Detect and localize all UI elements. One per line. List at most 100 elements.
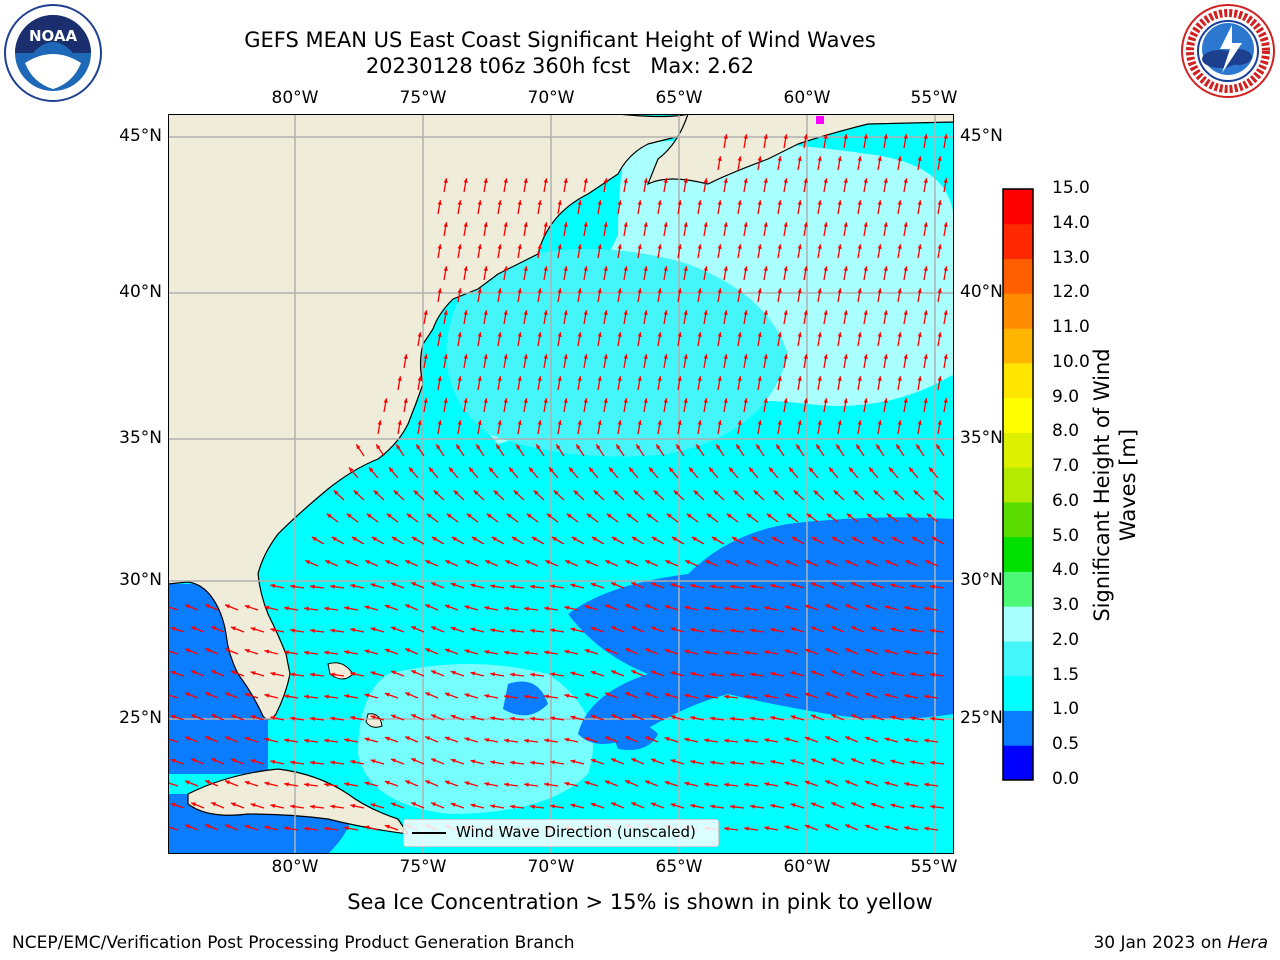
wave-direction-arrowhead [917,288,922,294]
wave-direction-arrowhead [737,420,742,426]
wave-direction-arrowhead [764,782,770,787]
wave-direction-arrowhead [923,310,928,316]
wave-direction-arrowhead [711,537,717,542]
wave-direction-arrowhead [631,758,637,763]
wave-direction-arrowhead [663,354,668,360]
wave-direction-arrowhead [466,513,472,519]
wave-direction-arrowhead [897,244,902,250]
wave-direction-arrowhead [746,513,752,519]
wave-direction-arrowhead [564,693,570,699]
wave-direction-arrowhead [631,670,637,675]
wave-direction-arrowhead [790,759,796,764]
wave-direction-arrowhead [691,537,697,542]
wave-direction-arrowhead [796,444,801,450]
wave-direction-arrowhead [805,560,811,565]
colorbar-tick: 4.0 [1052,560,1080,581]
wave-direction-arrowhead [816,444,821,450]
wave-direction-arrowhead [384,736,390,741]
wave-direction-arrowhead [804,736,810,741]
wave-direction-arrowhead [670,671,676,676]
wave-direction-arrowhead [704,650,709,655]
lat-tick-left-3: 35°N [119,428,162,448]
wave-direction-arrowhead [397,420,402,426]
wave-direction-arrowhead [757,200,762,206]
wave-direction-arrowhead [477,420,482,426]
wave-direction-arrowhead [845,736,851,741]
wave-direction-arrowhead [724,606,729,611]
wave-direction-arrowhead [683,266,688,272]
wave-direction-arrowhead [825,604,831,609]
wave-direction-arrowhead [808,467,814,473]
wave-direction-arrowhead [845,604,851,609]
wave-direction-arrowhead [557,376,562,382]
wave-direction-arrowhead [553,490,559,496]
wave-direction-arrowhead [817,200,822,206]
wave-direction-arrowhead [797,420,802,426]
wave-direction-arrowhead [737,332,742,338]
wave-direction-arrowhead [433,490,439,496]
wave-direction-arrowhead [583,310,588,316]
wave-direction-arrowhead [290,804,295,809]
wave-direction-arrowhead [673,490,679,496]
wave-direction-arrowhead [290,584,295,589]
colorbar-segment [1003,536,1033,572]
wave-direction-arrowhead [230,626,236,631]
wave-direction-arrowhead [503,354,508,360]
wave-direction-arrowhead [464,693,470,698]
wave-direction-arrowhead [184,824,190,829]
wave-direction-arrowhead [517,420,522,426]
wave-direction-arrowhead [763,178,768,184]
lon-tick-bottom-5: 60°W [783,857,831,877]
wave-direction-arrowhead [883,398,888,404]
wave-direction-arrowhead [284,694,289,699]
wave-direction-arrowhead [643,266,648,272]
wave-direction-arrowhead [528,467,534,473]
wave-direction-arrowhead [606,513,612,519]
wave-direction-arrowhead [903,398,908,404]
lon-tick-bottom-6: 55°W [910,857,958,877]
wave-direction-arrowhead [463,310,468,316]
wave-direction-arrowhead [930,804,935,809]
wave-direction-arrowhead [817,420,822,426]
wave-direction-arrowhead [483,178,488,184]
wave-direction-arrowhead [508,467,514,473]
wave-direction-arrowhead [924,738,929,743]
lat-tick-right-1: 45°N [960,126,1003,146]
wave-direction-arrowhead [623,310,628,316]
wave-direction-arrowhead [503,310,508,316]
wave-direction-arrowhead [910,584,916,589]
wave-direction-arrowhead [831,714,837,719]
wave-direction-arrowhead [883,266,888,272]
wave-direction-arrowhead [631,626,637,631]
wave-direction-arrowhead [825,736,831,741]
wave-height-map [168,114,954,854]
wave-direction-arrowhead [225,824,230,829]
wave-direction-arrowhead [264,781,270,786]
wave-direction-arrowhead [383,398,388,404]
wave-direction-arrowhead [903,310,908,316]
colorbar-tick: 11.0 [1052,317,1090,338]
wave-direction-arrowhead [923,178,928,184]
wave-direction-arrowhead [917,332,922,338]
wave-direction-arrowhead [684,693,690,698]
wave-direction-arrowhead [490,672,496,677]
wave-direction-arrowhead [777,332,782,338]
wave-direction-arrowhead [671,537,677,542]
wave-direction-arrowhead [817,332,822,338]
wave-direction-arrowhead [845,560,851,565]
wave-direction-arrowhead [773,490,779,496]
wave-direction-arrowhead [563,354,568,360]
wave-direction-arrowhead [546,513,552,519]
colorbar-segment [1003,675,1033,711]
wave-direction-arrowhead [437,332,442,338]
wave-direction-arrowhead [856,444,861,450]
wave-direction-arrowhead [463,398,468,404]
wave-direction-arrowhead [677,420,682,426]
wave-direction-arrowhead [851,582,857,587]
wave-direction-arrowhead [603,178,608,184]
wave-direction-arrowhead [937,376,942,382]
wave-direction-arrowhead [764,738,770,743]
wave-direction-arrowhead [425,604,431,609]
wave-direction-arrowhead [170,626,176,632]
wave-direction-arrowhead [191,758,197,763]
